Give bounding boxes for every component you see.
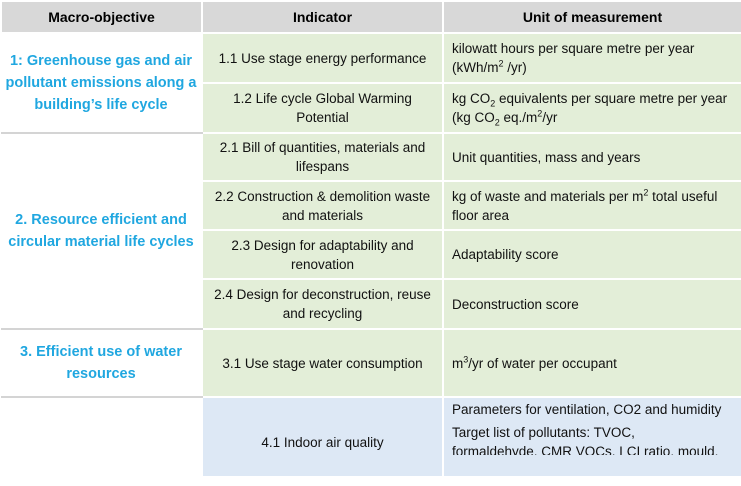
- unit-cell: kilowatt hours per square metre per year…: [442, 32, 741, 84]
- indicator-cell: 2.4 Design for deconstruction, reuse and…: [201, 278, 444, 330]
- unit-line: Parameters for ventilation, CO2 and humi…: [452, 402, 722, 417]
- table-row: 2.3 Design for adaptability and renovati…: [1, 229, 741, 280]
- table-row: 4.1 Indoor air quality Parameters for ve…: [1, 396, 741, 478]
- unit-cell: Adaptability score: [442, 229, 741, 280]
- unit-line-cut: formaldehyde, CMR VOCs, LCI ratio, mould…: [452, 444, 719, 455]
- header-indicator: Indicator: [201, 0, 444, 34]
- unit-cell: Unit quantities, mass and years: [442, 132, 741, 182]
- indicator-cell: 1.2 Life cycle Global Warming Potential: [201, 82, 444, 134]
- header-unit: Unit of measurement: [442, 0, 741, 34]
- unit-cell: Parameters for ventilation, CO2 and humi…: [442, 396, 741, 478]
- macro-objective-4: [1, 396, 203, 478]
- unit-cell: Deconstruction score: [442, 278, 741, 330]
- unit-cell: m3/yr of water per occupant: [442, 328, 741, 398]
- macro-objective-3: 3. Efficient use of water resources: [1, 328, 203, 398]
- macro-objective-2: 2. Resource efficient and circular mater…: [1, 132, 203, 330]
- indicator-cell: 2.2 Construction & demolition waste and …: [201, 180, 444, 231]
- table-row: 2.4 Design for deconstruction, reuse and…: [1, 278, 741, 330]
- unit-cell: kg of waste and materials per m2 total u…: [442, 180, 741, 231]
- macro-objective-1: 1: Greenhouse gas and air pollutant emis…: [1, 32, 203, 134]
- unit-line: Target list of pollutants: TVOC,: [452, 425, 635, 440]
- table-row: 1: Greenhouse gas and air pollutant emis…: [1, 32, 741, 134]
- indicator-cell: 2.3 Design for adaptability and renovati…: [201, 229, 444, 280]
- header-macro-objective: Macro-objective: [0, 0, 203, 34]
- indicator-cell: 3.1 Use stage water consumption: [201, 328, 444, 398]
- table-row: 2. Resource efficient and circular mater…: [1, 132, 741, 330]
- header-row: Macro-objective Indicator Unit of measur…: [0, 0, 741, 34]
- unit-cell: kg CO2 equivalents per square metre per …: [442, 82, 741, 134]
- table-row: 3. Efficient use of water resources 3.1 …: [1, 328, 741, 398]
- indicator-cell: 4.1 Indoor air quality: [201, 396, 444, 478]
- table-row: 2.2 Construction & demolition waste and …: [1, 180, 741, 231]
- table-row: 1.2 Life cycle Global Warming Potential …: [1, 82, 741, 134]
- indicator-cell: 2.1 Bill of quantities, materials and li…: [201, 132, 444, 182]
- indicator-cell: 1.1 Use stage energy performance: [201, 32, 444, 84]
